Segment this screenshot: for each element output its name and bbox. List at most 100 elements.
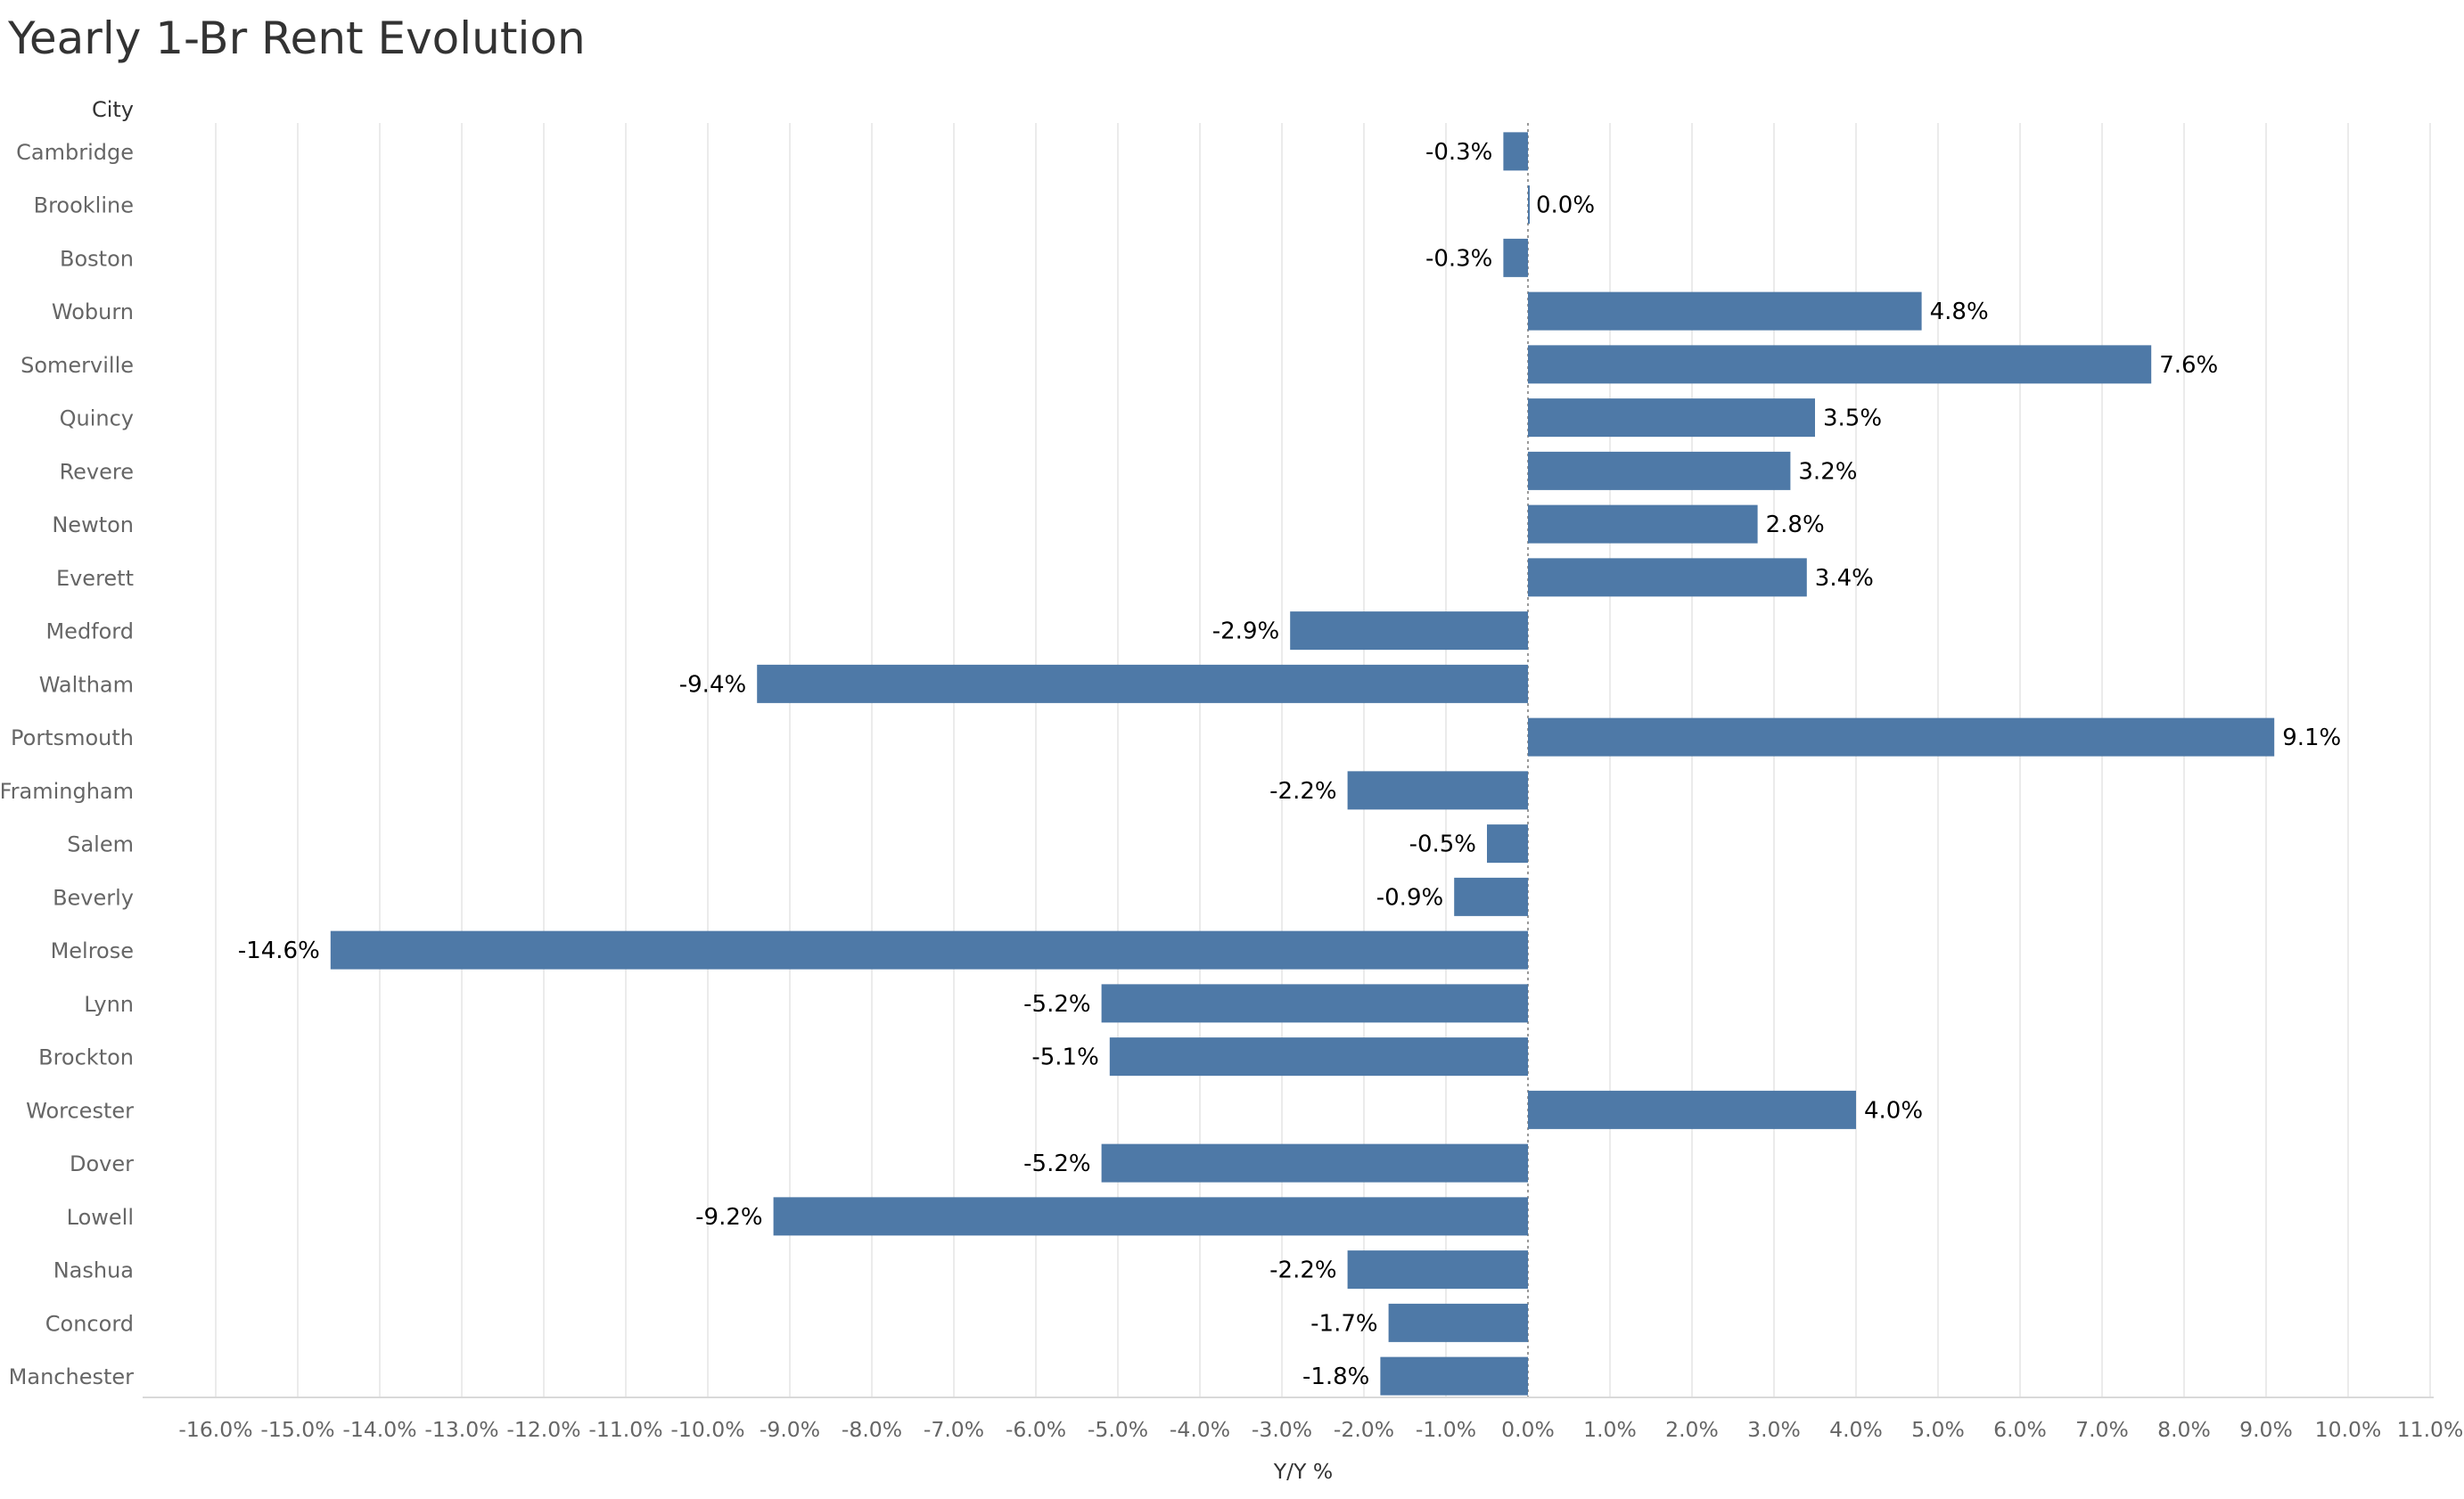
category-label: Waltham <box>39 672 134 697</box>
x-axis-title: Y/Y % <box>1273 1459 1333 1484</box>
x-tick-label: -5.0% <box>1088 1417 1148 1442</box>
category-label: Brookline <box>34 193 134 218</box>
x-tick-label: -7.0% <box>924 1417 984 1442</box>
x-tick-label: -12.0% <box>506 1417 580 1442</box>
bar <box>1528 504 1758 544</box>
data-label: -1.8% <box>1302 1364 1369 1390</box>
bar <box>1503 132 1528 171</box>
data-labels: -0.3% 0.0% -0.3% 4.8% 7.6% 3.5% 3.2% 2.8% 3.4% -2… <box>238 139 2341 1390</box>
bar <box>773 1197 1528 1236</box>
category-label: Worcester <box>26 1098 134 1123</box>
data-label: -2.2% <box>1269 1257 1336 1284</box>
data-label: 9.1% <box>2282 725 2341 751</box>
row-header: City <box>92 97 134 122</box>
data-label: -2.9% <box>1212 618 1279 645</box>
gridlines <box>215 123 2431 1397</box>
x-tick-label: -1.0% <box>1416 1417 1476 1442</box>
bar <box>1528 185 1530 225</box>
category-label: Cambridge <box>16 140 134 165</box>
bar <box>1503 238 1528 277</box>
category-label: Woburn <box>52 299 134 324</box>
bar <box>1528 1090 1856 1129</box>
category-labels: Cambridge Brookline Boston Woburn Somerville… <box>0 140 134 1389</box>
data-label: 7.6% <box>2159 352 2218 379</box>
category-label: Framingham <box>0 779 134 804</box>
bar <box>1109 1037 1528 1077</box>
data-label: -0.5% <box>1409 831 1476 858</box>
bar <box>1528 717 2275 757</box>
data-label: -5.1% <box>1031 1044 1098 1071</box>
bar <box>1528 451 1791 490</box>
x-tick-label: 8.0% <box>2157 1417 2211 1442</box>
category-label: Manchester <box>9 1364 134 1389</box>
bar <box>1101 1143 1528 1183</box>
bar <box>1347 771 1528 810</box>
data-label: -5.2% <box>1023 1151 1090 1177</box>
data-label: 4.0% <box>1864 1097 1923 1124</box>
chart-title: Yearly 1-Br Rent Evolution <box>8 12 586 64</box>
bar <box>1388 1303 1528 1342</box>
x-tick-label: 3.0% <box>1747 1417 1801 1442</box>
category-label: Boston <box>60 246 134 271</box>
zero-line-layer <box>143 123 2434 1398</box>
x-tick-label: -8.0% <box>842 1417 902 1442</box>
bar <box>757 664 1528 703</box>
bar <box>1528 558 1807 597</box>
data-label: -5.2% <box>1023 991 1090 1018</box>
x-tick-label: 0.0% <box>1501 1417 1555 1442</box>
x-tick-label: -10.0% <box>670 1417 744 1442</box>
x-tick-label: 7.0% <box>2075 1417 2129 1442</box>
x-tick-label: -14.0% <box>342 1417 416 1442</box>
category-label: Beverly <box>53 885 134 910</box>
data-label: -2.2% <box>1269 778 1336 805</box>
category-label: Newton <box>52 512 134 537</box>
bar <box>1347 1250 1528 1290</box>
data-label: -9.4% <box>679 671 746 698</box>
category-label: Melrose <box>51 938 134 963</box>
category-label: Dover <box>70 1151 134 1176</box>
category-label: Nashua <box>53 1258 134 1283</box>
x-tick-label: -3.0% <box>1252 1417 1312 1442</box>
bar <box>1454 877 1528 916</box>
x-tick-label: 5.0% <box>1911 1417 1965 1442</box>
data-label: 2.8% <box>1766 512 1825 538</box>
bar <box>1528 291 1922 331</box>
x-tick-label: 10.0% <box>2315 1417 2382 1442</box>
category-label: Portsmouth <box>11 725 134 750</box>
x-tick-label: -15.0% <box>260 1417 334 1442</box>
x-tick-label: -6.0% <box>1006 1417 1066 1442</box>
category-label: Salem <box>67 832 134 857</box>
bar <box>330 930 1528 970</box>
x-tick-label: -4.0% <box>1170 1417 1230 1442</box>
x-tick-label: 9.0% <box>2239 1417 2293 1442</box>
data-label: -0.3% <box>1425 139 1492 166</box>
category-label: Everett <box>56 566 134 591</box>
category-label: Somerville <box>21 353 134 378</box>
x-tick-label: -2.0% <box>1334 1417 1394 1442</box>
x-tick-label: 11.0% <box>2397 1417 2464 1442</box>
data-label: -9.2% <box>695 1204 762 1231</box>
x-tick-label: 6.0% <box>1993 1417 2047 1442</box>
data-label: 0.0% <box>1536 192 1595 219</box>
bar <box>1528 398 1815 438</box>
x-tick-label: -11.0% <box>588 1417 662 1442</box>
data-label: 4.8% <box>1930 299 1989 325</box>
data-label: -0.3% <box>1425 245 1492 272</box>
data-label: 3.5% <box>1823 405 1882 432</box>
x-tick-label: 4.0% <box>1829 1417 1883 1442</box>
data-label: -0.9% <box>1376 884 1443 911</box>
bar <box>1528 345 2152 384</box>
bar <box>1101 984 1528 1023</box>
category-label: Brockton <box>38 1045 134 1070</box>
bar <box>1487 824 1528 864</box>
category-label: Quincy <box>60 406 134 431</box>
category-label: Concord <box>45 1311 134 1336</box>
data-label: -14.6% <box>238 938 320 964</box>
data-label: -1.7% <box>1310 1310 1377 1337</box>
data-label: 3.4% <box>1815 565 1874 592</box>
bar <box>1380 1356 1528 1396</box>
category-label: Revere <box>60 459 134 484</box>
bar <box>1290 611 1528 651</box>
data-label: 3.2% <box>1798 458 1857 485</box>
